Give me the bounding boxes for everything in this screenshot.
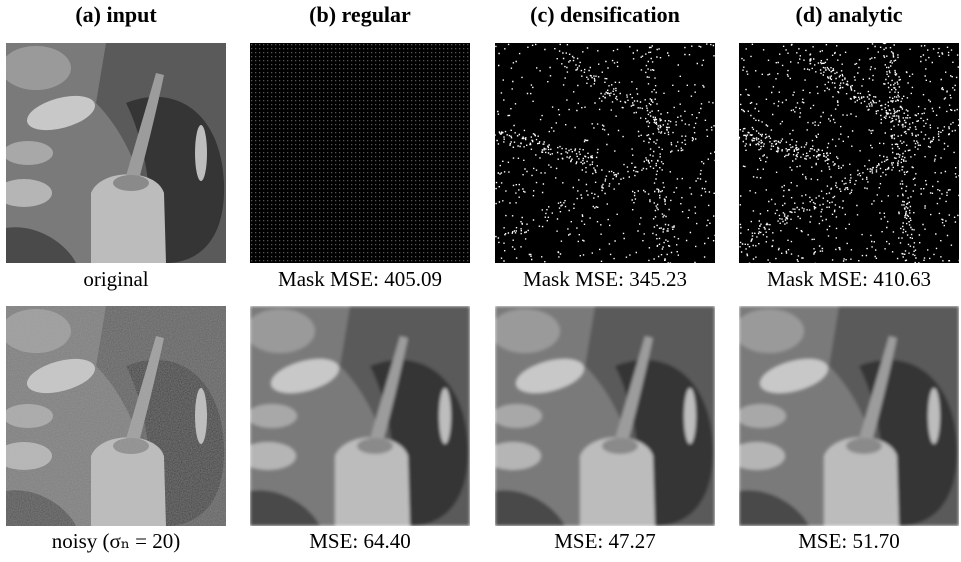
top-caption: Mask MSE: 405.09: [278, 267, 442, 291]
mask-image: [250, 43, 470, 263]
original-image: [0, 43, 226, 263]
top-caption: Mask MSE: 410.63: [767, 267, 931, 291]
top-caption: Mask MSE: 345.23: [523, 267, 687, 291]
pepper: [0, 306, 226, 526]
pepper: [729, 306, 959, 526]
top-caption: original: [83, 267, 148, 291]
pepper: [240, 306, 470, 526]
column-header: (c) densification: [530, 2, 680, 27]
noisy-image: [0, 306, 226, 526]
pepper: [0, 43, 226, 263]
mask-image: [492, 39, 723, 264]
pepper: [485, 306, 715, 526]
reconstruction-image: [485, 306, 715, 526]
column-header: (d) analytic: [796, 2, 903, 27]
reconstruction-image: [240, 306, 470, 526]
bottom-caption: MSE: 51.70: [798, 529, 900, 553]
mask-bg: [739, 43, 959, 263]
bottom-caption: MSE: 64.40: [309, 529, 411, 553]
reconstruction-image: [729, 306, 959, 526]
mask-image: [735, 42, 961, 265]
bottom-caption: noisy (σₙ = 20): [52, 529, 181, 553]
column-header: (a) input: [75, 2, 157, 27]
column-header: (b) regular: [309, 2, 411, 27]
figure: (a) input original noisy (σₙ = 20) (b) regu…: [0, 0, 961, 557]
regular-mask: [250, 43, 470, 263]
bottom-caption: MSE: 47.27: [554, 529, 656, 553]
